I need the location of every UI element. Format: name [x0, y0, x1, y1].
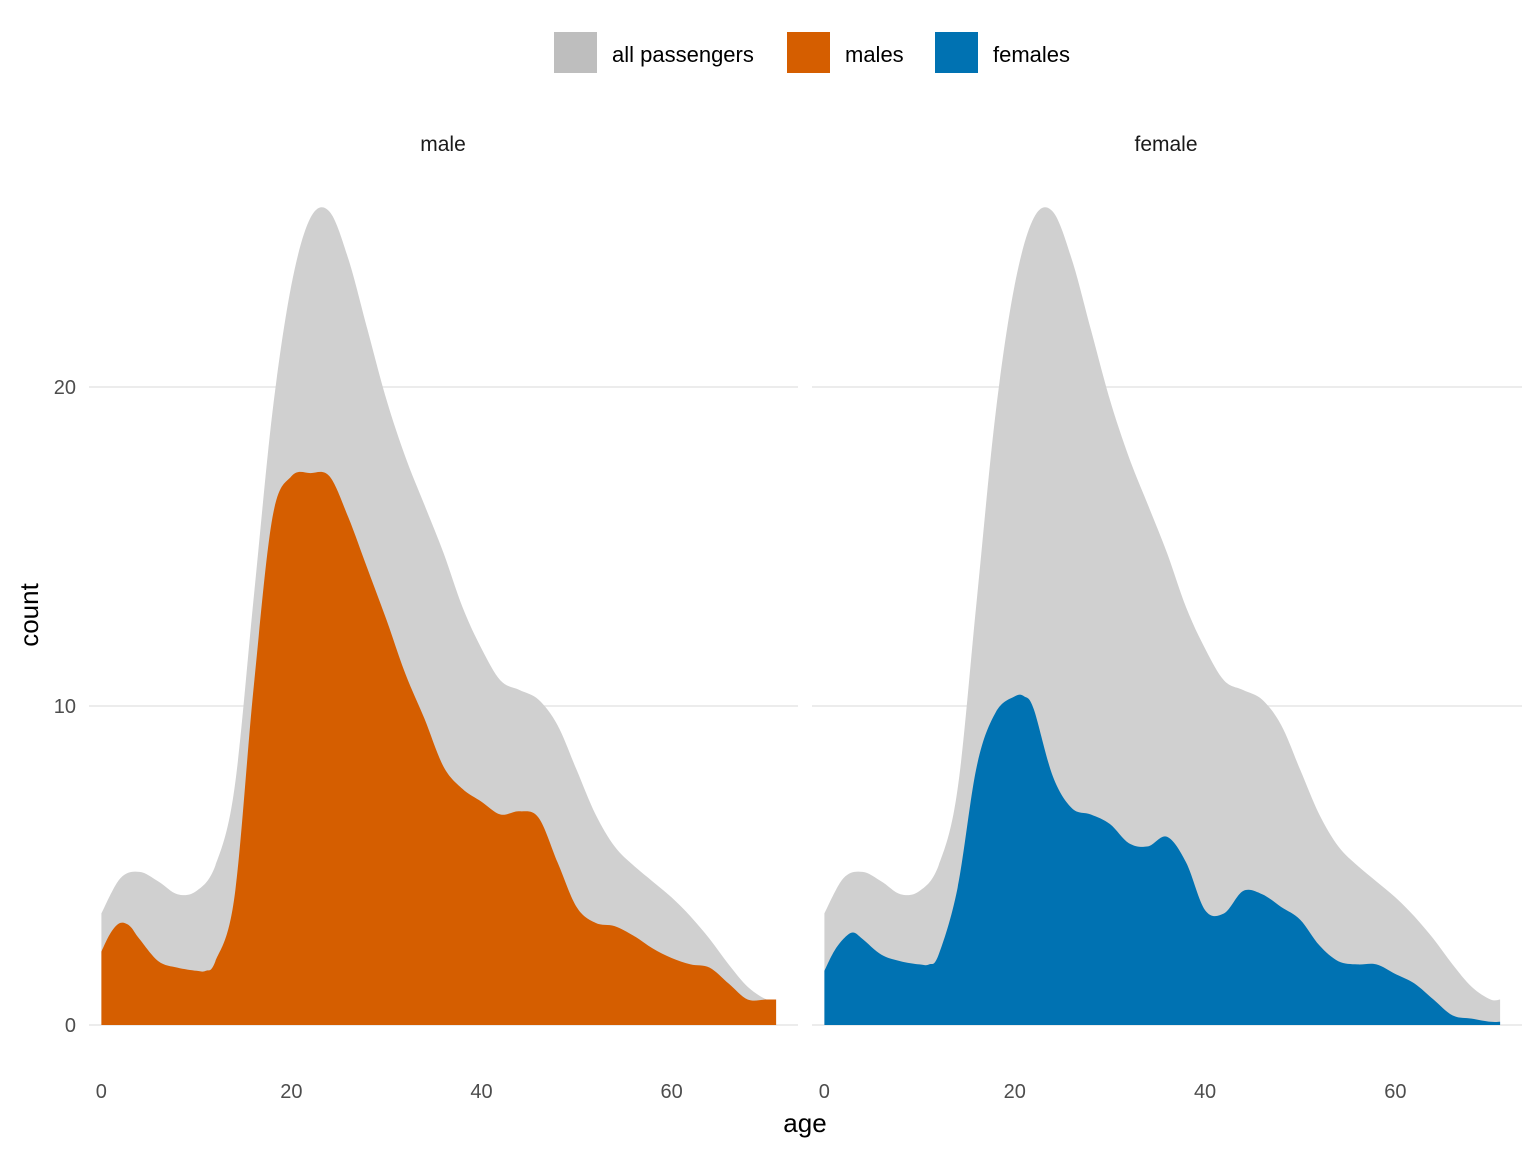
- legend-label-all-passengers: all passengers: [612, 42, 754, 67]
- legend-label-females: females: [993, 42, 1070, 67]
- y-axis-title: count: [14, 582, 44, 646]
- x-tick-label: 60: [660, 1081, 682, 1103]
- x-tick-label: 60: [1384, 1081, 1406, 1103]
- x-tick-label: 0: [819, 1081, 830, 1103]
- males-area: [101, 471, 777, 1026]
- facet-panel-female: female 0 20 40 60: [812, 133, 1522, 1103]
- y-tick-labels: 0 10 20: [54, 377, 76, 1037]
- females-area: [824, 694, 1501, 1025]
- y-tick-label: 10: [54, 696, 76, 718]
- y-tick-label: 20: [54, 377, 76, 399]
- x-tick-label: 40: [1194, 1081, 1216, 1103]
- facet-label-female: female: [1134, 133, 1197, 156]
- legend-swatch-all-passengers: [554, 32, 597, 73]
- facet-panel-male: male 0 20 40 60: [89, 133, 798, 1103]
- x-tick-label: 0: [96, 1081, 107, 1103]
- legend-swatch-males: [787, 32, 830, 73]
- legend: all passengers males females: [554, 32, 1070, 73]
- legend-label-males: males: [845, 42, 904, 67]
- x-tick-labels-female: 0 20 40 60: [819, 1081, 1407, 1103]
- x-tick-labels-male: 0 20 40 60: [96, 1081, 683, 1103]
- y-tick-label: 0: [65, 1015, 76, 1037]
- legend-swatch-females: [935, 32, 978, 73]
- facet-label-male: male: [420, 133, 466, 156]
- x-tick-label: 20: [280, 1081, 302, 1103]
- x-tick-label: 20: [1004, 1081, 1026, 1103]
- x-axis-title: age: [783, 1108, 826, 1138]
- x-tick-label: 40: [470, 1081, 492, 1103]
